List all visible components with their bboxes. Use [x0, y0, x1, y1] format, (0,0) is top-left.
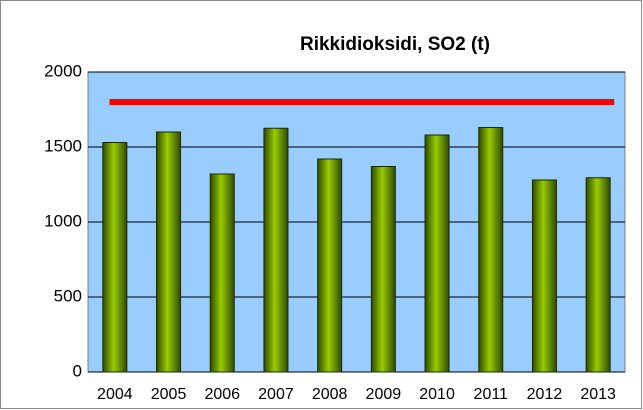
bar — [478, 127, 504, 373]
y-tick-label: 500 — [54, 286, 82, 305]
y-tick-label: 0 — [73, 361, 82, 380]
y-tick-label: 2000 — [44, 61, 82, 80]
x-tick-label: 2013 — [580, 386, 616, 403]
x-tick-label: 2006 — [204, 386, 240, 403]
bar — [209, 173, 235, 373]
y-tick-label: 1500 — [44, 136, 82, 155]
bar — [424, 134, 450, 373]
bar — [585, 177, 611, 373]
bar — [156, 131, 182, 373]
x-tick-label: 2011 — [474, 386, 509, 403]
x-tick-label: 2009 — [366, 386, 402, 403]
x-tick-label: 2010 — [419, 386, 455, 403]
x-tick-label: 2007 — [258, 386, 294, 403]
bar — [263, 127, 289, 373]
x-tick-label: 2005 — [151, 386, 187, 403]
bar — [370, 166, 396, 373]
x-tick-label: 2012 — [527, 386, 563, 403]
bar — [317, 158, 343, 373]
chart-title: Rikkidioksidi, SO2 (t) — [300, 34, 490, 55]
x-tick-label: 2008 — [312, 386, 348, 403]
bar — [531, 179, 557, 373]
x-tick-label: 2004 — [97, 386, 133, 403]
y-tick-label: 1000 — [44, 211, 82, 230]
bar — [102, 142, 128, 373]
